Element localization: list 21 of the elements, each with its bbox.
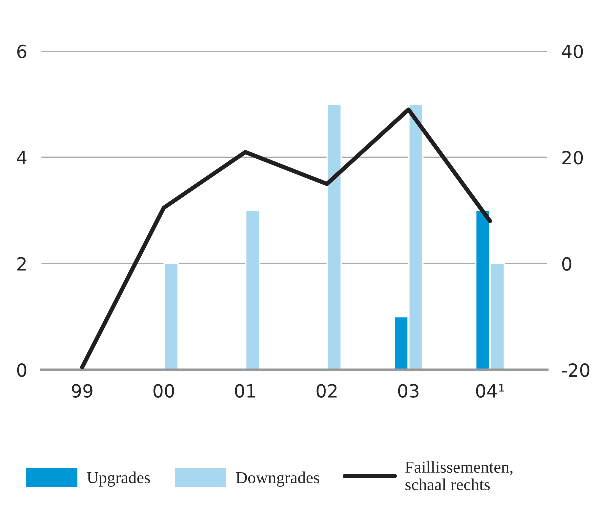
x-tick-label: 03 [398, 384, 419, 398]
x-tick-label: 00 [154, 384, 174, 398]
x-tick-label: 99 [72, 384, 93, 398]
y-tick-label: 2 [18, 257, 26, 271]
bar [245, 210, 261, 371]
y-tick-label: 0 [17, 364, 27, 378]
y2-tick-label: 0 [562, 257, 572, 271]
bar [326, 104, 342, 371]
x-tick-label: 02 [316, 384, 337, 398]
legend-label: Downgrades [236, 472, 320, 487]
legend-label: Upgrades [87, 472, 150, 487]
y2-tick-label: 40 [562, 44, 584, 59]
y-tick-label: 6 [18, 44, 27, 59]
x-tick-label: 04¹ [476, 384, 504, 398]
y2-tick-label: -20 [562, 364, 590, 378]
line-series [80, 108, 492, 370]
x-tick-label: 01 [235, 384, 256, 398]
y-tick-label: 4 [17, 151, 27, 164]
bar [164, 263, 180, 371]
y2-tick-label: 20 [562, 151, 584, 165]
legend-label: Faillissementen, schaal rechts [405, 461, 513, 490]
